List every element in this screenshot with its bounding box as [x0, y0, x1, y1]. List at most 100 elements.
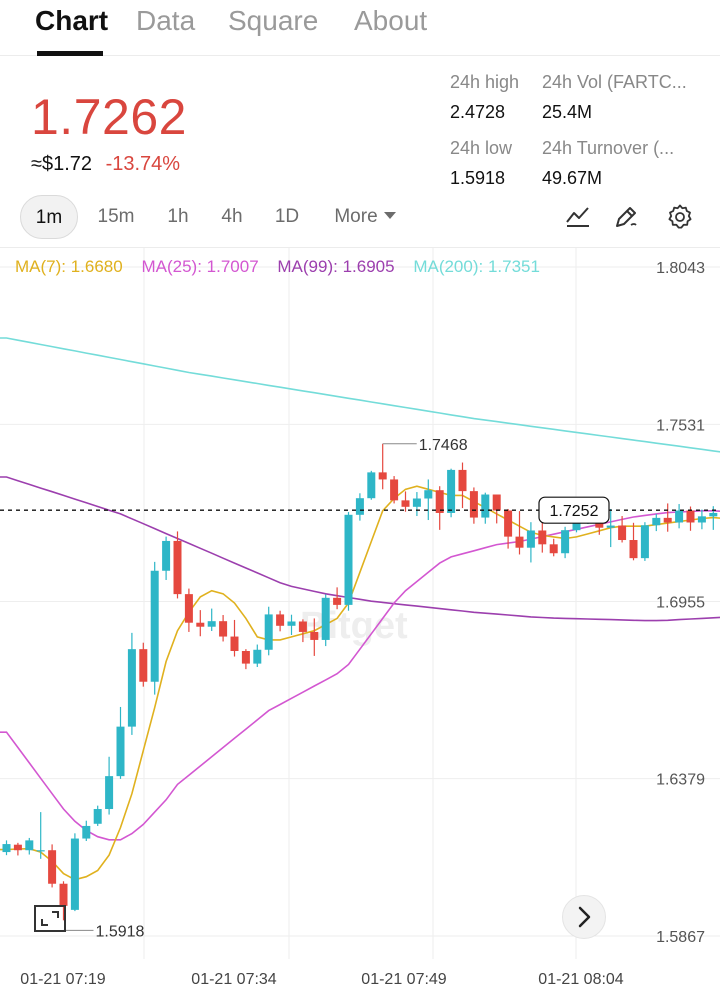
- ma99-legend: MA(99): 1.6905: [277, 257, 395, 276]
- stat-24h-high: 24h high 2.4728: [450, 72, 519, 123]
- candle-body: [640, 525, 649, 559]
- candle-body: [59, 883, 68, 906]
- candle-body: [25, 840, 34, 851]
- ma200-legend: MA(200): 1.7351: [413, 257, 540, 276]
- ma25-line: [0, 509, 720, 841]
- candle-body: [2, 844, 11, 853]
- candle-body: [686, 510, 695, 523]
- candle-body: [606, 525, 615, 528]
- stat-24h-turnover-value: 49.67M: [542, 168, 603, 188]
- candle-body: [48, 850, 57, 884]
- candle-body: [105, 776, 114, 810]
- candle-body: [36, 850, 45, 852]
- x-tick-label: 01-21 07:19: [20, 971, 106, 988]
- candle-body: [504, 510, 513, 537]
- candle-body: [697, 516, 706, 523]
- ma25-legend: MA(25): 1.7007: [141, 257, 259, 276]
- candle-body: [378, 472, 387, 480]
- usd-price: ≈$1.72: [31, 153, 93, 175]
- candle-body: [333, 597, 342, 605]
- kline-chart[interactable]: Bitget 1.8043 1.7531 1.6955 1.6379 1.5867 01-2…: [0, 248, 720, 994]
- stat-24h-low: 24h low 1.5918: [450, 138, 512, 189]
- stat-24h-low-value: 1.5918: [450, 168, 506, 188]
- candle-body: [82, 825, 91, 839]
- candle-body: [276, 614, 285, 626]
- candle-body: [629, 540, 638, 559]
- candle-body: [447, 469, 456, 513]
- tab-about[interactable]: About: [354, 5, 428, 36]
- candle-body: [344, 514, 353, 605]
- active-tab-indicator: [37, 51, 103, 56]
- interval-1m[interactable]: 1m: [20, 195, 78, 239]
- chart-top-divider: [0, 247, 720, 248]
- x-tick-label: 01-21 07:34: [191, 971, 277, 988]
- ma99-line: [0, 476, 720, 626]
- candle-body: [127, 649, 136, 727]
- last-price: 1.7262: [31, 89, 187, 145]
- tab-data[interactable]: Data: [136, 5, 196, 36]
- current-price-tag: [538, 496, 610, 524]
- draw-icon[interactable]: [612, 203, 640, 231]
- candle-body: [435, 490, 444, 513]
- scroll-to-latest-button[interactable]: [562, 895, 606, 939]
- candle-body: [173, 540, 182, 595]
- candle-body: [481, 494, 490, 518]
- candle-body: [230, 636, 239, 651]
- candle-body: [618, 525, 627, 541]
- candle-body: [310, 631, 319, 640]
- interval-1h[interactable]: 1h: [167, 206, 189, 227]
- stat-24h-vol-value: 25.4M: [542, 102, 593, 122]
- caret-down-icon: [383, 212, 396, 219]
- current-price-label: 1.7252: [550, 503, 599, 520]
- ma200-line: [0, 337, 720, 478]
- candle-body: [709, 512, 718, 517]
- candle-body: [162, 540, 171, 571]
- reset-range-icon[interactable]: [34, 905, 66, 932]
- candle-body: [287, 621, 296, 626]
- candle-body: [184, 594, 193, 623]
- tab-square[interactable]: Square: [228, 5, 319, 36]
- candle-body: [367, 472, 376, 499]
- candle-body: [93, 809, 102, 824]
- candle-body: [355, 498, 364, 515]
- candle-body: [207, 621, 216, 627]
- candle-body: [321, 597, 330, 640]
- chevron-right-icon: [578, 906, 591, 928]
- candle-body: [116, 726, 125, 777]
- candle-body: [241, 650, 250, 664]
- ma-legend: MA(7): 1.6680 MA(25): 1.7007 MA(99): 1.6…: [15, 257, 554, 277]
- candle-body: [549, 544, 558, 554]
- tab-chart[interactable]: Chart: [35, 5, 109, 36]
- candle-body: [538, 530, 547, 545]
- candle-body: [253, 649, 262, 664]
- max-price-label: 1.7468: [419, 437, 468, 454]
- candle-body: [13, 844, 22, 851]
- stat-24h-turnover: 24h Turnover (... 49.67M: [542, 138, 674, 189]
- candle-body: [424, 490, 433, 499]
- settings-icon[interactable]: [666, 203, 694, 231]
- y-tick-label: 1.8043: [656, 260, 705, 277]
- candle-body: [412, 498, 421, 507]
- x-tick-label: 01-21 07:49: [361, 971, 447, 988]
- candle-body: [526, 530, 535, 548]
- interval-1d[interactable]: 1D: [274, 206, 300, 227]
- y-tick-label: 1.5867: [656, 929, 705, 946]
- stat-24h-low-label: 24h low: [450, 138, 513, 158]
- interval-more-label: More: [334, 206, 378, 227]
- interval-4h[interactable]: 4h: [221, 206, 243, 227]
- stat-24h-vol: 24h Vol (FARTC... 25.4M: [542, 72, 687, 123]
- stat-24h-vol-label: 24h Vol (FARTC...: [542, 72, 687, 92]
- candle-body: [298, 621, 307, 632]
- candle-body: [515, 536, 524, 548]
- interval-15m[interactable]: 15m: [97, 206, 135, 227]
- candle-body: [139, 649, 148, 682]
- interval-selector: 1m 15m 1h 4h 1D More: [0, 195, 720, 239]
- interval-more-dropdown[interactable]: More: [322, 195, 408, 239]
- stat-24h-high-label: 24h high: [450, 72, 520, 92]
- indicator-icon[interactable]: [564, 203, 592, 231]
- candle-body: [469, 491, 478, 518]
- min-price-label: 1.5918: [96, 923, 145, 940]
- candle-body: [401, 500, 410, 507]
- y-tick-label: 1.7531: [656, 417, 705, 434]
- y-tick-label: 1.6955: [656, 595, 705, 612]
